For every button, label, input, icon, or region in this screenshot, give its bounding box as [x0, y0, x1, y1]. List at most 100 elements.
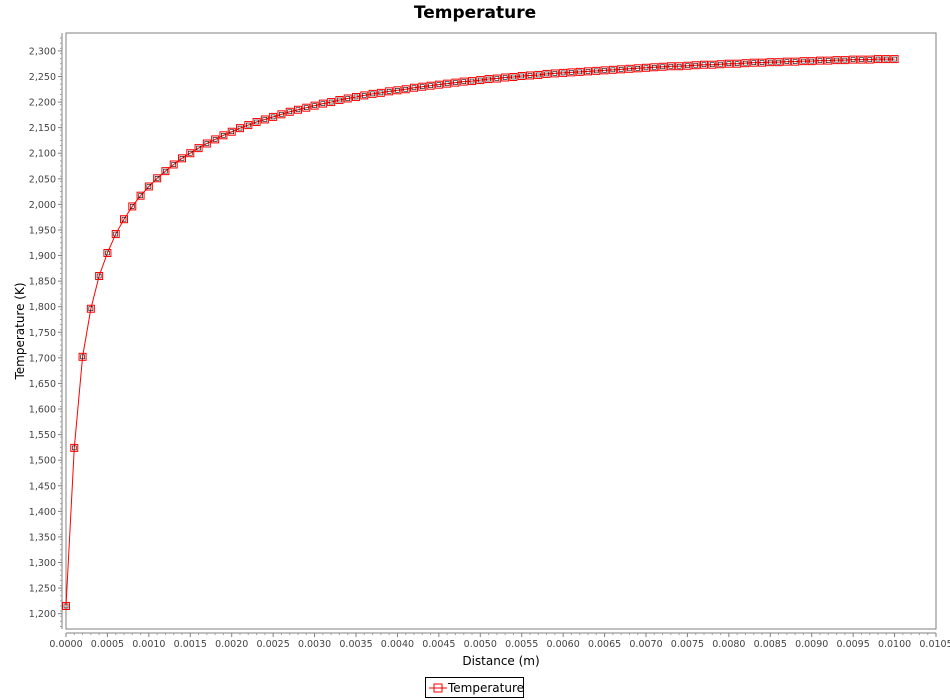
data-point-inner: [204, 141, 210, 146]
data-point-inner: [345, 96, 351, 101]
legend-label: Temperature: [448, 681, 525, 695]
data-point-inner: [494, 76, 500, 81]
data-point-inner: [726, 61, 732, 66]
data-point-inner: [254, 119, 259, 125]
data-point-inner: [353, 94, 359, 100]
data-point-inner: [776, 59, 781, 65]
data-point-inner: [577, 69, 583, 75]
data-point-marker: [161, 167, 170, 176]
data-point-inner: [685, 63, 690, 69]
data-point-inner: [792, 59, 798, 64]
x-tick-label: 0.0100: [878, 639, 911, 650]
y-tick-label: 1,400: [29, 507, 56, 518]
series-line: [65, 58, 895, 607]
data-point-inner: [237, 125, 243, 131]
data-point-marker: [584, 67, 592, 76]
data-point-marker: [294, 105, 302, 114]
y-tick-label: 1,900: [29, 251, 56, 262]
data-point-inner: [461, 79, 467, 84]
data-point-inner: [519, 73, 525, 79]
data-point-marker: [103, 248, 112, 257]
y-tick-label: 1,850: [29, 277, 56, 288]
data-point-marker: [484, 75, 493, 84]
data-point-marker: [136, 191, 145, 200]
data-point-marker: [318, 99, 327, 108]
data-point-marker: [741, 59, 750, 68]
data-point-inner: [651, 64, 657, 70]
data-point-marker: [600, 66, 609, 75]
data-point-marker: [252, 118, 261, 127]
x-tick-label: 0.0035: [339, 639, 372, 650]
data-point-marker: [227, 127, 236, 136]
data-point-inner: [196, 145, 201, 151]
data-point-marker: [625, 64, 634, 73]
data-point-marker: [410, 83, 418, 92]
data-point-marker: [468, 77, 476, 86]
y-tick-label: 2,150: [29, 123, 56, 134]
legend-marker-icon: [429, 683, 447, 693]
data-point-marker: [169, 160, 178, 169]
data-point-inner: [453, 80, 458, 85]
data-point-marker: [144, 182, 153, 191]
data-point-marker: [559, 68, 568, 77]
data-point-marker: [186, 149, 195, 158]
data-point-marker: [700, 60, 708, 69]
data-point-inner: [179, 156, 185, 161]
data-point-inner: [809, 58, 815, 64]
data-point-marker: [277, 110, 286, 119]
data-point-inner: [883, 56, 889, 62]
data-point-marker: [310, 101, 319, 110]
data-point-marker: [832, 56, 841, 65]
data-point-marker: [857, 55, 866, 64]
data-point-marker: [451, 78, 460, 87]
data-point-marker: [575, 67, 584, 76]
data-point-inner: [535, 72, 541, 78]
data-point-inner: [171, 162, 177, 167]
data-point-marker: [675, 62, 684, 71]
data-point-inner: [163, 168, 168, 174]
data-point-inner: [270, 114, 276, 120]
data-point-marker: [352, 92, 360, 101]
data-point-marker: [343, 94, 352, 103]
data-point-marker: [542, 69, 551, 78]
data-point-inner: [436, 82, 442, 87]
y-tick-label: 2,100: [29, 149, 56, 160]
data-point-inner: [759, 60, 765, 65]
data-point-marker: [608, 65, 617, 74]
legend: Temperature: [425, 677, 524, 698]
x-tick-label: 0.0015: [174, 639, 207, 650]
y-tick-label: 2,200: [29, 98, 56, 109]
data-point-marker: [691, 61, 700, 70]
data-point-inner: [825, 58, 831, 63]
data-point-inner: [743, 60, 748, 66]
data-point-inner: [618, 67, 624, 72]
data-point-marker: [202, 139, 211, 148]
data-point-marker: [807, 57, 816, 66]
data-point-marker: [509, 72, 518, 81]
data-point-inner: [511, 74, 516, 80]
data-point-marker: [708, 60, 717, 69]
data-point-marker: [360, 91, 369, 100]
data-point-marker: [120, 215, 128, 224]
data-point-marker: [236, 124, 244, 133]
y-tick-label: 1,550: [29, 430, 56, 441]
data-point-marker: [567, 68, 576, 77]
data-point-inner: [154, 175, 160, 181]
x-tick-label: 0.0020: [215, 639, 248, 650]
data-point-marker: [650, 63, 659, 72]
y-tick-label: 2,000: [29, 200, 56, 211]
x-tick-label: 0.0090: [795, 639, 828, 650]
data-point-marker: [890, 55, 899, 64]
data-point-marker: [724, 59, 733, 68]
data-point-inner: [395, 87, 400, 93]
data-point-inner: [693, 62, 699, 68]
y-tick-label: 1,650: [29, 379, 56, 390]
data-point-marker: [517, 71, 526, 80]
x-tick-label: 0.0105: [919, 639, 950, 650]
data-point-inner: [212, 137, 218, 142]
x-tick-label: 0.0050: [464, 639, 497, 650]
data-point-inner: [411, 85, 417, 91]
data-point-marker: [642, 63, 650, 72]
data-point-inner: [312, 103, 317, 108]
